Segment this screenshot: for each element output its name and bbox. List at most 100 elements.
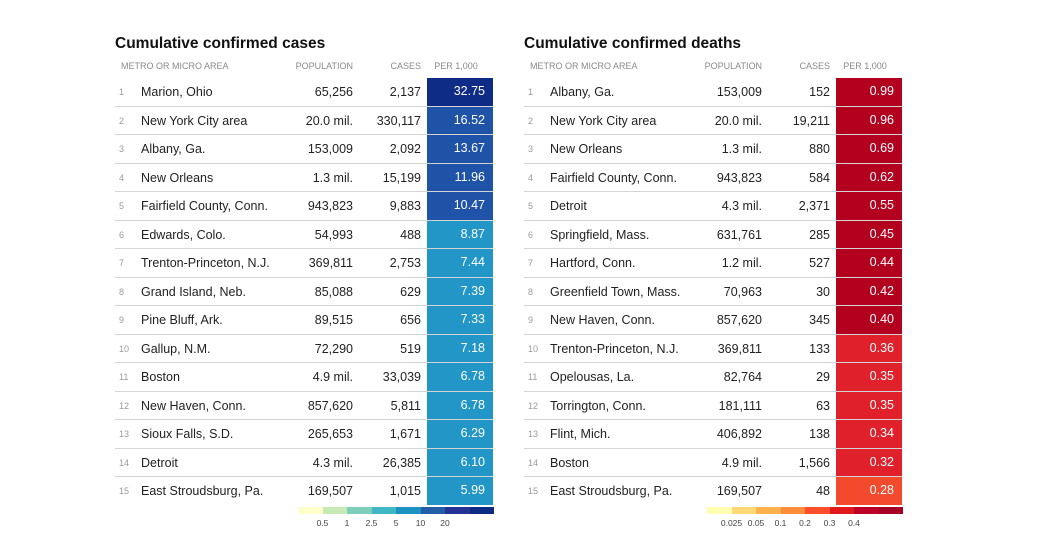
- row-count: 152: [809, 85, 830, 99]
- table-row: 9 Pine Bluff, Ark. 89,515 656 7.33: [115, 306, 493, 335]
- column-header-population: POPULATION: [295, 61, 353, 71]
- row-rank: 5: [119, 201, 125, 211]
- row-rank: 13: [119, 429, 130, 439]
- row-area-name: New Orleans: [550, 142, 623, 156]
- row-per-1000: 11.96: [427, 163, 493, 191]
- row-area-name: Opelousas, La.: [550, 370, 635, 384]
- deaths-column-headers: METRO OR MICRO AREA POPULATION CASES PER…: [524, 54, 902, 78]
- row-per-1000: 0.62: [836, 163, 902, 191]
- row-per-1000: 0.44: [836, 249, 902, 277]
- row-population: 1.2 mil.: [721, 256, 762, 270]
- row-area-name: New York City area: [141, 113, 248, 128]
- row-count: 629: [400, 284, 421, 299]
- table-row: 2 New York City area 20.0 mil. 19,211 0.96: [524, 106, 902, 135]
- row-area-name: Detroit: [141, 455, 178, 470]
- row-area-name: Edwards, Colo.: [141, 227, 226, 242]
- row-population: 4.9 mil.: [721, 455, 762, 470]
- row-per-1000: 0.35: [836, 391, 902, 419]
- table-row: 13 Sioux Falls, S.D. 265,653 1,671 6.29: [115, 420, 493, 449]
- row-population: 181,111: [718, 398, 762, 413]
- row-population: 4.9 mil.: [312, 370, 353, 384]
- table-row: 9 New Haven, Conn. 857,620 345 0.40: [524, 306, 902, 335]
- column-header-area: METRO OR MICRO AREA: [121, 61, 229, 71]
- row-count: 2,137: [389, 85, 421, 99]
- table-row: 11 Boston 4.9 mil. 33,039 6.78: [115, 363, 493, 392]
- row-area-name: New Orleans: [141, 170, 214, 185]
- row-rank: 15: [528, 486, 539, 496]
- row-rank: 10: [528, 343, 539, 354]
- table-row: 8 Greenfield Town, Mass. 70,963 30 0.42: [524, 277, 902, 306]
- row-population: 4.3 mil.: [312, 455, 353, 470]
- row-count: 330,117: [376, 113, 421, 128]
- row-area-name: Gallup, N.M.: [141, 341, 211, 356]
- row-rank: 2: [119, 115, 125, 126]
- row-population: 1.3 mil.: [312, 170, 353, 185]
- column-header-population: POPULATION: [704, 61, 762, 71]
- legend-swatch: [396, 507, 421, 514]
- row-count: 138: [809, 427, 830, 441]
- row-per-1000: 7.44: [427, 249, 493, 277]
- row-per-1000: 6.29: [427, 420, 493, 448]
- row-area-name: Trenton-Princeton, N.J.: [141, 256, 270, 270]
- row-rank: 1: [119, 87, 125, 97]
- row-area-name: Trenton-Princeton, N.J.: [550, 341, 679, 356]
- row-per-1000: 0.36: [836, 334, 902, 362]
- row-population: 89,515: [314, 313, 353, 327]
- row-per-1000: 0.40: [836, 306, 902, 334]
- table-row: 4 Fairfield County, Conn. 943,823 584 0.62: [524, 163, 902, 192]
- table-row: 8 Grand Island, Neb. 85,088 629 7.39: [115, 277, 493, 306]
- row-per-1000: 0.35: [836, 363, 902, 391]
- row-count: 5,811: [390, 398, 421, 413]
- row-per-1000: 0.55: [836, 192, 902, 220]
- row-population: 1.3 mil.: [721, 142, 762, 156]
- row-area-name: New York City area: [550, 113, 657, 128]
- row-count: 2,753: [389, 256, 421, 270]
- row-per-1000: 0.34: [836, 420, 902, 448]
- legend-tick-label: 0.5: [316, 518, 329, 528]
- table-row: 14 Detroit 4.3 mil. 26,385 6.10: [115, 448, 493, 477]
- row-area-name: Boston: [550, 455, 589, 470]
- row-area-name: Albany, Ga.: [550, 85, 615, 99]
- row-per-1000: 8.87: [427, 220, 493, 248]
- row-area-name: East Stroudsburg, Pa.: [141, 484, 264, 498]
- row-count: 29: [816, 370, 830, 384]
- legend-swatch: [469, 507, 494, 514]
- legend-tick-label: 5: [393, 518, 399, 528]
- legend-tick-label: 0.1: [774, 518, 787, 528]
- row-population: 85,088: [314, 284, 353, 299]
- row-count: 880: [809, 142, 830, 156]
- row-rank: 5: [528, 201, 534, 211]
- row-rank: 15: [119, 486, 130, 496]
- legend-swatch: [854, 507, 879, 514]
- row-count: 133: [809, 341, 830, 356]
- row-area-name: Torrington, Conn.: [550, 398, 646, 413]
- legend-swatches: [298, 507, 494, 514]
- legend-swatches: [707, 507, 903, 514]
- row-per-1000: 6.78: [427, 391, 493, 419]
- legend-swatch: [731, 507, 756, 514]
- row-area-name: Fairfield County, Conn.: [141, 199, 268, 213]
- cases-column-headers: METRO OR MICRO AREA POPULATION CASES PER…: [115, 54, 493, 78]
- legend-swatch: [322, 507, 347, 514]
- row-rank: 13: [528, 429, 539, 439]
- row-population: 153,009: [307, 142, 353, 156]
- legend-tick-label: 0.05: [747, 518, 765, 528]
- row-rank: 9: [528, 315, 534, 325]
- table-row: 12 New Haven, Conn. 857,620 5,811 6.78: [115, 391, 493, 420]
- legend-tick-label: 1: [344, 518, 350, 528]
- row-per-1000: 0.32: [836, 448, 902, 476]
- table-row: 15 East Stroudsburg, Pa. 169,507 48 0.28: [524, 477, 902, 505]
- row-area-name: Albany, Ga.: [141, 142, 206, 156]
- table-row: 15 East Stroudsburg, Pa. 169,507 1,015 5.99: [115, 477, 493, 505]
- row-per-1000: 6.10: [427, 448, 493, 476]
- column-header-cases: CASES: [390, 61, 421, 71]
- row-population: 369,811: [308, 256, 353, 270]
- row-count: 527: [809, 256, 830, 270]
- row-population: 857,620: [307, 398, 353, 413]
- legend-swatch: [780, 507, 805, 514]
- column-header-per-1000: PER 1,000: [434, 61, 478, 71]
- legend-tick-label: 0.3: [823, 518, 836, 528]
- legend-tick-label: 10: [415, 518, 426, 528]
- table-row: 5 Fairfield County, Conn. 943,823 9,883 10.4…: [115, 192, 493, 221]
- row-population: 265,653: [307, 427, 353, 441]
